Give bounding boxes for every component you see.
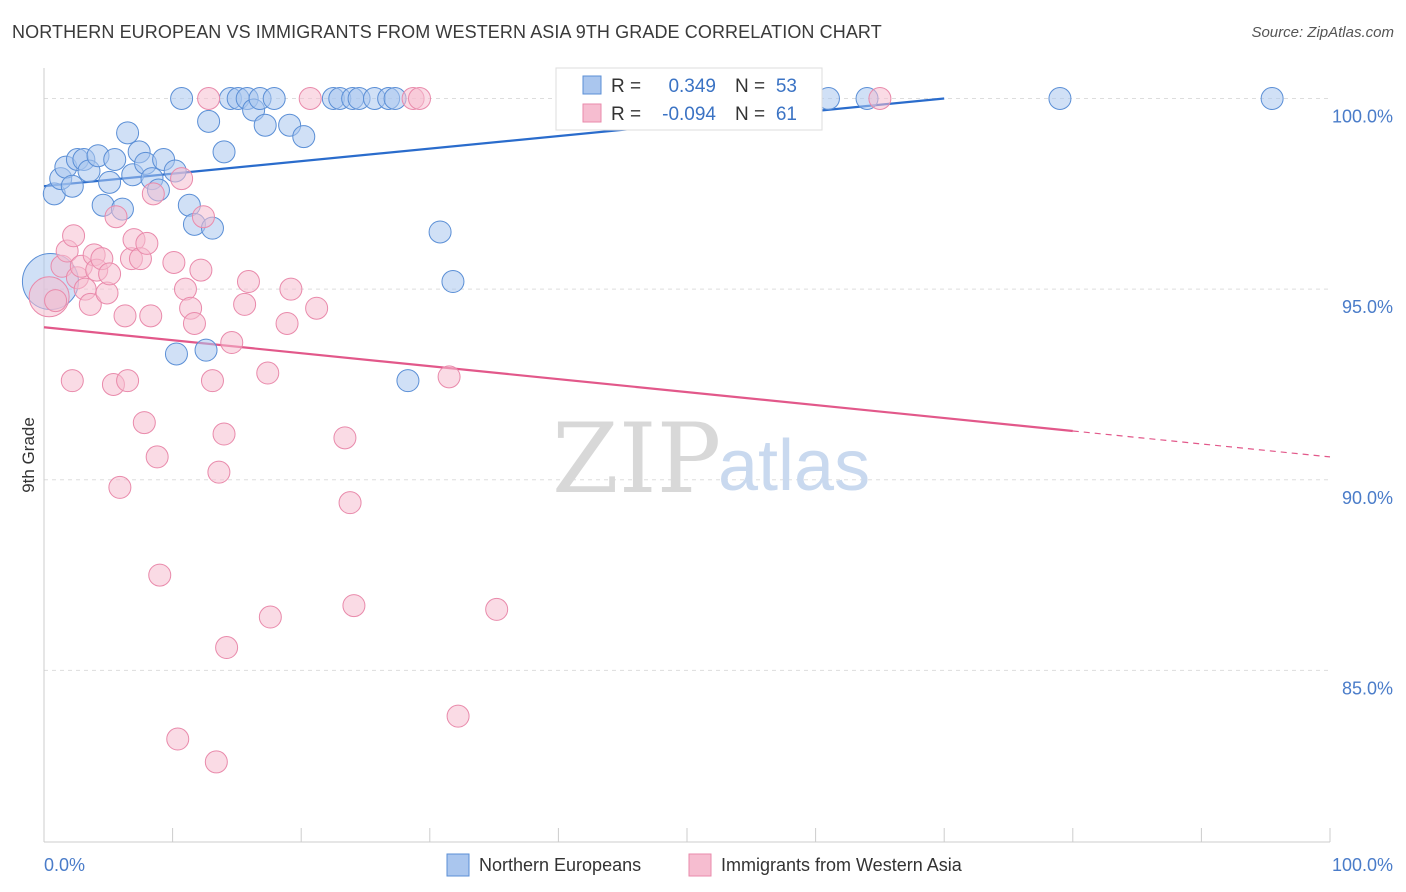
pink-point: [333, 426, 357, 450]
pink-point: [166, 727, 190, 751]
pink-point: [258, 605, 282, 629]
series-legend-pink-label: Immigrants from Western Asia: [721, 855, 963, 875]
pink-r-label: R =: [611, 104, 641, 125]
blue-point: [98, 170, 122, 194]
pink-n-value: 61: [776, 104, 797, 125]
y-axis-label: 9th Grade: [19, 417, 38, 493]
stats-legend: R = 0.349 N = 53 R = -0.094 N = 61: [555, 67, 823, 131]
pink-point: [132, 411, 156, 435]
pink-point: [116, 369, 140, 393]
pink-point: [139, 304, 163, 328]
tick-layer: 100.0% 95.0% 90.0% 85.0% 0.0% 100.0%: [44, 107, 1393, 875]
pink-point: [207, 460, 231, 484]
pink-point: [485, 597, 509, 621]
blue-r-label: R =: [611, 76, 641, 97]
blue-point: [292, 125, 316, 149]
blue-point: [441, 270, 465, 294]
pink-point: [256, 361, 280, 385]
pink-point: [279, 277, 303, 301]
y-tick-label: 90.0%: [1342, 488, 1393, 508]
stats-legend-row-pink: R = -0.094 N = 61: [582, 103, 797, 125]
pink-point: [233, 292, 257, 316]
pink-point: [78, 292, 102, 316]
series-legend: Northern Europeans Immigrants from Weste…: [446, 853, 963, 877]
blue-point: [262, 87, 286, 111]
series-legend-pink-swatch: [688, 853, 712, 877]
pink-point: [108, 475, 132, 499]
y-tick-label: 85.0%: [1342, 678, 1393, 698]
pink-point: [215, 636, 239, 660]
blue-point: [60, 174, 84, 198]
pink-point: [408, 87, 432, 111]
pink-point: [212, 422, 236, 446]
pink-point: [191, 205, 215, 229]
blue-point: [396, 369, 420, 393]
blue-point: [1048, 87, 1072, 111]
y-tick-label: 95.0%: [1342, 297, 1393, 317]
pink-point: [173, 277, 197, 301]
x-tick-label: 100.0%: [1332, 855, 1393, 875]
blue-point: [103, 148, 127, 172]
pink-point: [182, 311, 206, 335]
pink-point: [62, 224, 86, 248]
blue-point: [170, 87, 194, 111]
pink-n-label: N =: [735, 104, 765, 125]
stats-legend-row-blue: R = 0.349 N = 53: [582, 75, 797, 97]
watermark: ZIP atlas: [552, 403, 870, 515]
pink-point: [342, 594, 366, 618]
blue-n-value: 53: [776, 76, 797, 97]
pink-point: [60, 369, 84, 393]
blue-point: [194, 338, 218, 362]
blue-point: [428, 220, 452, 244]
pink-swatch: [582, 103, 602, 123]
pink-point: [275, 311, 299, 335]
pink-point: [98, 262, 122, 286]
x-tick-label: 0.0%: [44, 855, 85, 875]
pink-point: [170, 167, 194, 191]
pink-point: [135, 231, 159, 255]
pink-point: [44, 289, 68, 313]
pink-point: [338, 491, 362, 515]
pink-point: [113, 304, 137, 328]
pink-r-value: -0.094: [662, 104, 716, 125]
blue-point: [212, 140, 236, 164]
pink-point: [236, 270, 260, 294]
watermark-atlas: atlas: [718, 426, 870, 506]
pink-point: [162, 250, 186, 274]
pink-point: [148, 563, 172, 587]
blue-point: [1260, 87, 1284, 111]
chart-title: NORTHERN EUROPEAN VS IMMIGRANTS FROM WES…: [12, 22, 882, 42]
point-layer: [21, 87, 1284, 774]
pink-point: [145, 445, 169, 469]
blue-point: [164, 342, 188, 366]
pink-point: [437, 365, 461, 389]
pink-point: [197, 87, 221, 111]
pink-trend-extension: [1072, 430, 1331, 458]
blue-swatch: [582, 75, 602, 95]
blue-point: [116, 121, 140, 145]
pink-point: [220, 331, 244, 355]
pink-point: [200, 369, 224, 393]
pink-point: [104, 205, 128, 229]
pink-point: [446, 704, 470, 728]
pink-point: [204, 750, 228, 774]
y-tick-label: 100.0%: [1332, 107, 1393, 127]
series-legend-blue-swatch: [446, 853, 470, 877]
pink-point: [141, 182, 165, 206]
blue-point: [253, 113, 277, 137]
pink-point: [189, 258, 213, 282]
blue-point: [197, 109, 221, 133]
pink-point: [305, 296, 329, 320]
pink-point: [868, 87, 892, 111]
chart-source: Source: ZipAtlas.com: [1251, 24, 1394, 41]
pink-point: [298, 87, 322, 111]
blue-n-label: N =: [735, 76, 765, 97]
pink-point: [95, 281, 119, 305]
blue-r-value: 0.349: [668, 76, 716, 97]
series-legend-blue-label: Northern Europeans: [479, 855, 641, 875]
watermark-zip: ZIP: [552, 403, 721, 515]
